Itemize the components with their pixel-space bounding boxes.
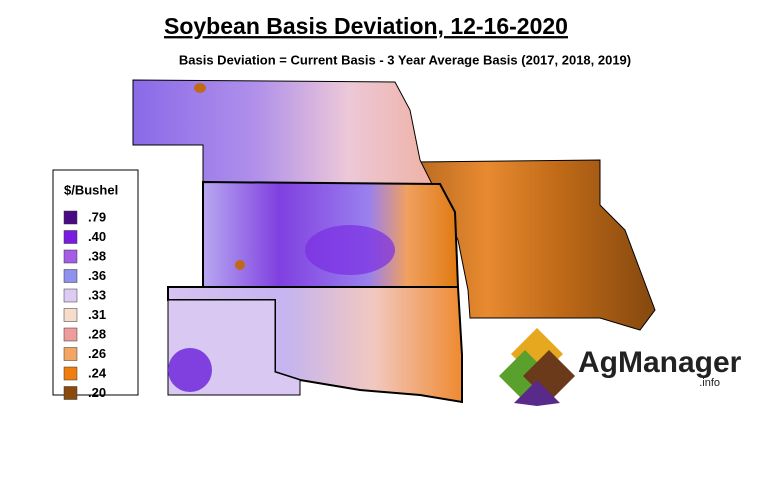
legend-swatch [63, 269, 78, 283]
legend-label: .40 [88, 229, 106, 244]
logo-name: AgManager [578, 346, 742, 379]
region [168, 348, 212, 392]
legend-swatch [63, 386, 78, 400]
legend-label: .36 [88, 268, 106, 283]
legend-swatch [63, 288, 78, 303]
legend-label: .38 [88, 248, 106, 263]
region [194, 83, 206, 93]
legend-label: .24 [88, 365, 107, 380]
missouri [414, 159, 656, 331]
legend-items: .79 .40 .38 .36 .33 .31 .28 .26 .24 .20 [63, 209, 107, 400]
legend-swatch [63, 210, 78, 225]
legend-swatch [63, 308, 78, 322]
legend-swatch [63, 249, 78, 264]
legend-label: .79 [88, 209, 106, 224]
legend-swatch [63, 347, 78, 361]
logo-suffix: .info [699, 377, 720, 389]
legend-swatch [63, 366, 78, 381]
legend-label: .33 [88, 287, 106, 302]
subtitle: Basis Deviation = Current Basis - 3 Year… [179, 52, 631, 67]
map [132, 79, 656, 404]
region [305, 225, 395, 275]
legend-label: .28 [88, 326, 106, 341]
legend-swatch [63, 327, 78, 342]
legend-label: .20 [88, 385, 106, 400]
legend-label: .26 [88, 346, 106, 361]
legend-label: .31 [88, 307, 106, 322]
legend: $/Bushel .79 .40 .38 .36 .33 .31 .28 .26 .24 .20 [52, 169, 139, 400]
logo: AgManager .info [499, 328, 742, 406]
legend-swatch [63, 230, 78, 244]
title: Soybean Basis Deviation, 12-16-2020 [164, 13, 568, 39]
region [235, 260, 245, 270]
legend-title: $/Bushel [64, 182, 118, 197]
logo-tile [514, 380, 560, 406]
